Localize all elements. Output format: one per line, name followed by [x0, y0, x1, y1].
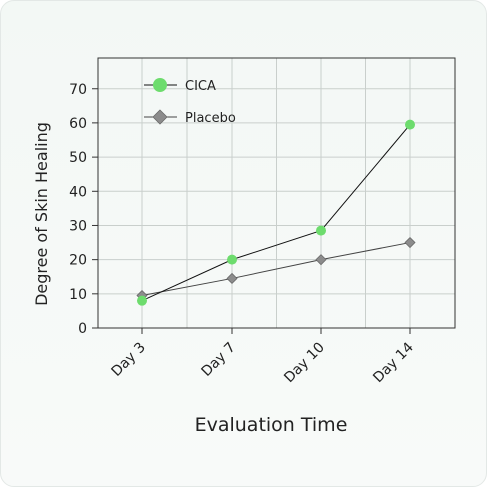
- data-point-cica: [316, 225, 326, 236]
- x-tick-label: Day 10: [281, 340, 328, 387]
- y-tick-label: 20: [69, 253, 87, 269]
- series-line-cica: [141, 124, 411, 302]
- x-tick-label: Day 3: [109, 340, 149, 380]
- x-axis-title: Evaluation Time: [195, 414, 348, 436]
- y-tick-label: 50: [69, 150, 87, 166]
- series-group: [136, 119, 416, 306]
- x-tick-labels: Day 3 Day 7 Day 10 Day 14: [109, 339, 417, 386]
- data-point-cica: [227, 254, 237, 265]
- data-point-cica: [405, 119, 415, 130]
- legend-marker-cica: [153, 78, 167, 92]
- y-axis-title: Degree of Skin Healing: [32, 122, 51, 306]
- x-tick-label: Day 7: [199, 340, 239, 380]
- y-tick-label: 30: [69, 218, 87, 234]
- y-tick-label: 40: [69, 184, 87, 200]
- legend-label-cica: CICA: [185, 79, 216, 94]
- legend-marker-placebo: [152, 109, 168, 125]
- data-point-placebo: [315, 254, 327, 266]
- y-tick-label: 10: [69, 287, 87, 303]
- series-line-placebo: [141, 242, 411, 297]
- y-tick-label: 60: [69, 116, 87, 132]
- axes: [92, 57, 456, 334]
- data-point-cica: [137, 295, 147, 306]
- legend: CICA Placebo: [144, 78, 236, 126]
- data-point-placebo: [226, 272, 238, 285]
- plot-frame: [97, 57, 456, 329]
- data-point-placebo: [404, 236, 416, 249]
- y-tick-labels: 0 10 20 30 40 50 60 70: [69, 82, 87, 337]
- legend-label-placebo: Placebo: [185, 111, 236, 126]
- grid-lines: [98, 58, 455, 328]
- y-tick-label: 0: [78, 321, 87, 337]
- x-tick-label: Day 14: [370, 339, 417, 386]
- y-tick-label: 70: [69, 82, 87, 98]
